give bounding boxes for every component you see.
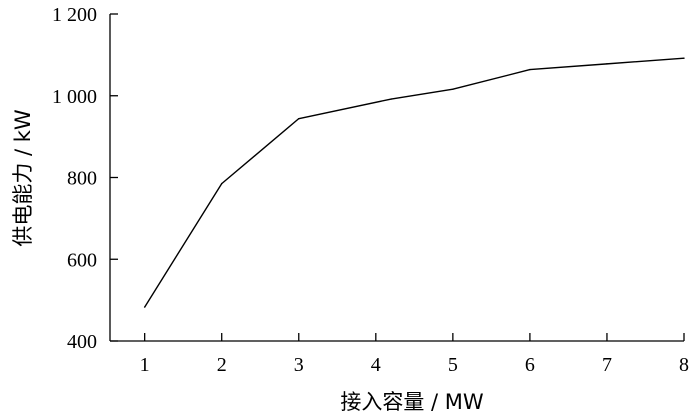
y-tick-label: 1 000 [52, 86, 97, 108]
series-line [144, 57, 685, 308]
y-axis-ticks: 400 600 800 1 000 1 200 [52, 4, 118, 353]
data-point [221, 182, 223, 185]
x-tick-label: 5 [448, 354, 458, 376]
y-tick-label: 400 [67, 331, 97, 353]
x-axis-ticks: 1 2 3 4 5 6 7 8 [140, 333, 689, 376]
data-point [390, 98, 392, 100]
x-tick-label: 2 [217, 354, 227, 376]
x-tick-label: 6 [525, 354, 535, 376]
data-point [143, 306, 146, 308]
y-tick-label: 1 200 [52, 4, 97, 26]
x-tick-label: 3 [294, 354, 304, 376]
data-point [606, 63, 608, 65]
y-axis-title: 供电能力 / kW [11, 109, 35, 247]
y-tick-label: 800 [67, 168, 97, 190]
x-tick-label: 1 [140, 354, 150, 376]
data-point [529, 68, 531, 71]
x-tick-label: 7 [602, 354, 612, 376]
series-layer [143, 57, 685, 308]
y-tick-label: 600 [67, 249, 97, 271]
plot-frame [109, 14, 684, 342]
x-axis-title: 接入容量 / MW [340, 390, 484, 414]
data-point [683, 57, 685, 59]
x-tick-label: 8 [679, 354, 689, 376]
x-tick-label: 4 [371, 354, 381, 376]
data-point [298, 117, 300, 120]
data-point [452, 88, 454, 90]
